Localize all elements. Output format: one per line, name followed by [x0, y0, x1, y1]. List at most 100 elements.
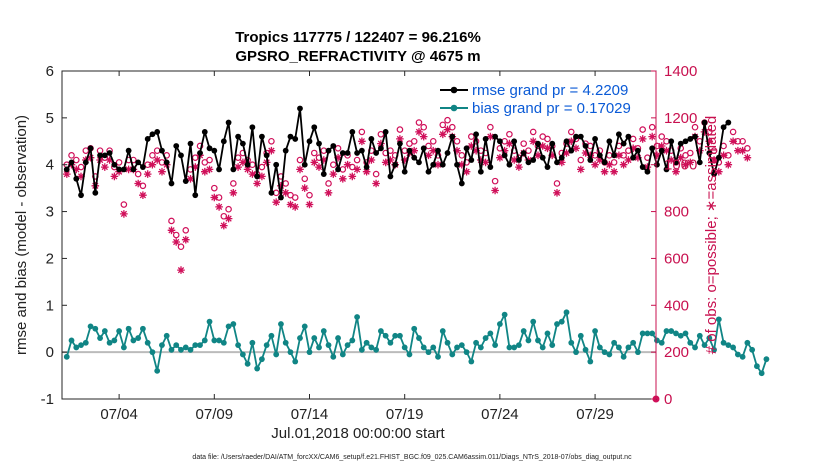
bias-point — [249, 339, 256, 346]
possible-point — [206, 156, 213, 164]
bias-point — [554, 321, 560, 327]
rmse-point — [82, 159, 89, 166]
bias-point — [730, 344, 737, 351]
bias-point — [101, 328, 108, 334]
x-tick-label: 07/29 — [576, 406, 614, 423]
rmse-point — [549, 140, 556, 147]
bias-point — [411, 325, 418, 332]
rmse-point — [154, 129, 161, 135]
rmse-point — [235, 133, 242, 140]
possible-point — [144, 161, 151, 169]
bias-point — [254, 365, 261, 372]
possible-point — [168, 217, 175, 225]
possible-point — [196, 142, 204, 150]
bias-point — [430, 344, 437, 351]
bias-point — [539, 344, 546, 351]
assimilated-point — [458, 160, 466, 169]
rmse-point — [244, 161, 251, 168]
rmse-point — [625, 133, 632, 140]
rmse-point — [344, 150, 351, 156]
rmse-point — [411, 154, 418, 161]
rmse-point — [330, 143, 337, 149]
rmse-point — [325, 147, 332, 154]
bias-point — [316, 344, 322, 351]
possible-point — [149, 152, 156, 159]
bias-point — [220, 339, 227, 346]
bias-point — [78, 342, 84, 349]
assimilated-point — [629, 144, 637, 153]
assimilated-point — [310, 158, 319, 167]
bias-point — [63, 353, 70, 360]
possible-point — [620, 152, 627, 159]
bias-point — [477, 344, 484, 351]
rmse-point — [668, 138, 675, 145]
bias-point — [230, 321, 237, 327]
bias-point — [416, 335, 422, 341]
rmse-point — [135, 159, 142, 166]
assimilated-point — [505, 139, 514, 148]
assimilated-point — [239, 158, 247, 167]
possible-point — [653, 142, 661, 150]
assimilated-point — [77, 172, 85, 181]
bias-point — [87, 323, 94, 330]
bias-point — [154, 367, 161, 374]
assimilated-point — [329, 170, 338, 178]
possible-point — [468, 133, 475, 140]
legend-rmse-marker — [450, 86, 458, 94]
rmse-point — [577, 133, 584, 140]
rmse-point — [349, 129, 356, 135]
assimilated-point — [410, 146, 418, 155]
rmse-point — [601, 159, 608, 166]
possible-point — [268, 137, 275, 145]
assimilated-point — [538, 142, 547, 150]
bias-point — [696, 332, 703, 339]
assimilated-point — [300, 184, 309, 192]
y-tick-label: 2 — [46, 250, 54, 267]
assimilated-point — [472, 146, 480, 155]
bias-point — [149, 349, 156, 356]
assimilated-point — [562, 149, 571, 157]
assimilated-point — [234, 163, 242, 171]
bias-point — [535, 337, 541, 344]
assimilated-point — [348, 172, 357, 181]
possible-point — [544, 135, 551, 143]
rmse-point — [630, 154, 637, 161]
bias-point — [111, 337, 118, 344]
possible-point — [139, 182, 147, 190]
assimilated-point — [267, 146, 276, 155]
assimilated-point — [339, 175, 347, 183]
bias-point — [368, 344, 375, 351]
rmse-point — [116, 166, 123, 173]
rmse-point — [568, 147, 575, 154]
rmse-point — [416, 159, 422, 166]
possible-point — [296, 156, 304, 164]
assimilated-point — [681, 160, 690, 169]
assimilated-point — [672, 167, 680, 176]
rmse-point — [611, 152, 618, 159]
possible-point — [72, 156, 80, 164]
assimilated-point — [277, 182, 285, 190]
assimilated-point — [220, 221, 228, 230]
bias-point — [125, 325, 132, 332]
rmse-point — [249, 124, 256, 131]
bias-point — [335, 335, 341, 341]
rmse-point — [63, 166, 70, 173]
rmse-point — [273, 161, 280, 168]
bias-point — [582, 346, 589, 353]
possible-point — [734, 137, 742, 145]
bias-point — [259, 356, 265, 363]
bias-point — [635, 349, 641, 356]
rmse-point — [496, 138, 503, 145]
assimilated-point — [343, 160, 352, 169]
assimilated-point — [596, 156, 604, 164]
bias-point — [287, 349, 294, 356]
bias-point — [449, 351, 456, 358]
bias-point — [206, 318, 213, 325]
rmse-point — [397, 140, 403, 147]
legend-bias-label: bias grand pr = 0.17029 — [472, 100, 631, 117]
possible-point — [230, 180, 237, 187]
bias-point — [192, 342, 199, 349]
assimilated-point — [120, 210, 128, 218]
rmse-point — [120, 166, 127, 173]
possible-point — [134, 170, 142, 178]
